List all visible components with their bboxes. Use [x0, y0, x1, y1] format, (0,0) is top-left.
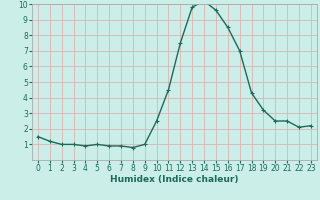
- X-axis label: Humidex (Indice chaleur): Humidex (Indice chaleur): [110, 175, 239, 184]
